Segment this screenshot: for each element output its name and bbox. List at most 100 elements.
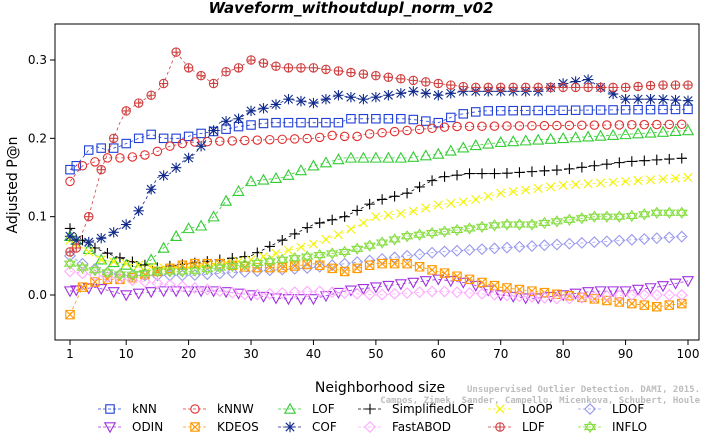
data-point (364, 260, 375, 270)
data-point (233, 113, 244, 124)
data-point (607, 88, 619, 100)
data-point (358, 69, 369, 79)
data-point (288, 262, 301, 275)
data-point (146, 262, 156, 272)
data-point (126, 268, 139, 281)
legend-marker (284, 421, 296, 433)
data-point (302, 222, 313, 233)
data-point (651, 154, 662, 166)
data-point (339, 131, 350, 142)
data-point (346, 67, 356, 78)
data-point (438, 225, 451, 238)
x-axis: 1 10 20 30 40 50 60 70 80 90 100 (66, 340, 699, 361)
data-point (383, 114, 394, 124)
data-point (602, 120, 612, 130)
data-point (314, 260, 325, 270)
data-point (471, 107, 481, 117)
data-point (377, 258, 387, 269)
data-point (163, 278, 176, 291)
data-point (326, 214, 338, 225)
data-point (151, 277, 164, 290)
data-point (288, 286, 301, 299)
legend-item-simplifiedlof: SimplifiedLOF (358, 402, 474, 416)
data-point (475, 220, 489, 234)
data-point (683, 80, 693, 90)
y-tick-label: 0.0 (28, 288, 47, 302)
data-point (626, 156, 638, 167)
legend-label: ODIN (132, 420, 163, 434)
data-point (582, 74, 594, 85)
data-point (265, 134, 275, 145)
data-point (520, 82, 531, 93)
data-point (344, 151, 358, 163)
data-point (433, 78, 444, 89)
data-point (257, 291, 270, 303)
data-point (196, 70, 206, 81)
series-knnw (65, 119, 689, 187)
data-point (308, 117, 319, 128)
data-point (389, 191, 400, 202)
data-point (307, 294, 320, 306)
data-point (564, 120, 575, 131)
data-point (550, 292, 563, 305)
series-simplifiedlof (64, 153, 689, 273)
data-point (171, 133, 181, 144)
legend-label: KDEOS (217, 420, 259, 434)
y-axis-label: Adjusted P@n (5, 136, 21, 233)
data-point (308, 97, 319, 109)
data-point (176, 280, 189, 293)
data-point (608, 82, 618, 93)
data-point (338, 287, 351, 300)
data-point (376, 288, 389, 301)
data-point (514, 284, 525, 295)
data-point (357, 283, 370, 296)
legend-item-kdeos: KDEOS (183, 420, 259, 434)
data-point (526, 166, 538, 177)
data-point (357, 151, 370, 163)
data-point (464, 121, 475, 132)
data-point (388, 233, 401, 246)
data-point (633, 81, 643, 92)
data-point (396, 74, 406, 84)
data-point (620, 105, 631, 115)
data-point (489, 168, 500, 179)
data-point (101, 266, 114, 279)
data-point (377, 127, 387, 138)
data-point (333, 117, 344, 128)
data-point (95, 253, 108, 265)
series-line (69, 177, 689, 269)
data-point (321, 117, 331, 128)
series-inflo (63, 206, 688, 281)
data-point (620, 82, 631, 93)
data-point (364, 198, 375, 210)
data-point (658, 80, 668, 90)
data-point (650, 289, 663, 301)
data-point (421, 116, 431, 126)
data-point (564, 163, 575, 175)
data-point (314, 132, 325, 143)
series-cof (64, 74, 694, 248)
data-point (525, 240, 538, 253)
data-point (258, 58, 269, 68)
data-point (444, 144, 457, 156)
x-tick-label: 40 (306, 347, 321, 361)
data-point (581, 130, 595, 142)
data-point (426, 246, 439, 259)
data-point (383, 90, 394, 101)
data-point (483, 106, 493, 116)
legend-marker (583, 420, 597, 434)
data-point (84, 247, 94, 257)
data-point (407, 150, 420, 162)
data-point (152, 146, 163, 157)
data-point (508, 82, 518, 93)
data-point (633, 104, 643, 115)
data-point (500, 241, 513, 254)
data-point (169, 286, 183, 298)
data-point (675, 289, 688, 301)
legend-marker (495, 422, 505, 432)
data-point (639, 155, 650, 166)
data-point (102, 248, 113, 259)
data-point (71, 243, 81, 253)
data-point (408, 114, 419, 125)
data-point (371, 70, 381, 81)
